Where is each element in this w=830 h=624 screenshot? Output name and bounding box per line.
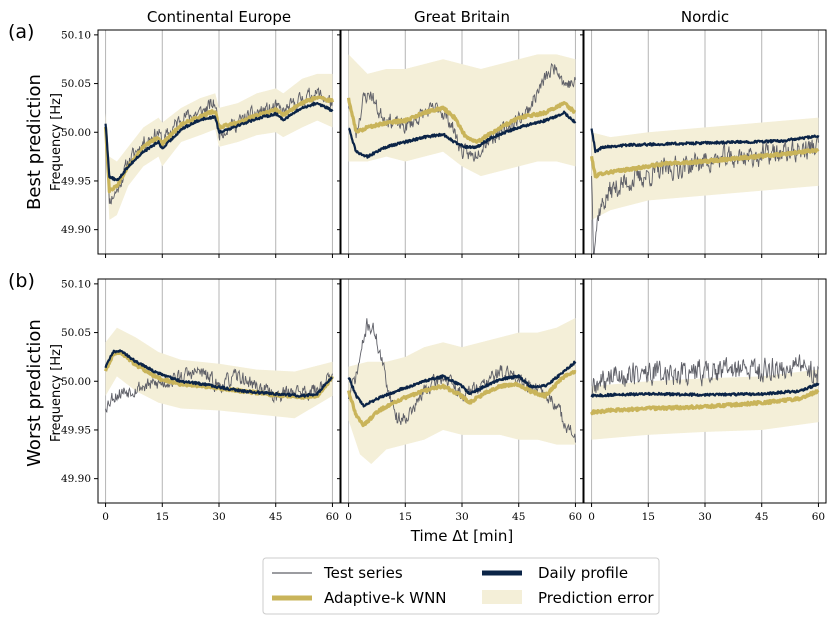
y-tick-label-1: 49.95	[61, 175, 91, 187]
adaptive-k-wnn-line	[346, 97, 577, 144]
panel-plot-area	[347, 279, 577, 503]
legend: Test series Adaptive-k WNN Daily profile…	[262, 557, 660, 615]
x-tick-label-15: 15	[399, 511, 412, 523]
y-tick-label-2: 50.00	[61, 376, 91, 388]
panel-1-1: 0 15 30 45 60	[337, 278, 584, 523]
legend-label-test: Test series	[323, 564, 403, 582]
panel-1-0: 0 15 30 45 60 49.90 49.95 50.00 50.05 50.10	[61, 278, 341, 523]
panel-1-2: 0 15 30 45 60	[580, 278, 827, 523]
adaptive-k-wnn-line	[347, 369, 577, 428]
panel-0-0: 49.90 49.95 50.00 50.05 50.10	[61, 29, 341, 258]
panel-label-b: (b)	[8, 270, 35, 292]
legend-label-daily: Daily profile	[538, 564, 628, 582]
x-tick-label-0: 0	[345, 511, 352, 523]
col-title-2: Nordic	[681, 8, 729, 26]
adaptive-k-wnn-line	[589, 147, 820, 179]
col-title-0: Continental Europe	[147, 8, 291, 26]
x-tick-label-45: 45	[755, 511, 768, 523]
x-tick-label-60: 60	[812, 511, 825, 523]
legend-label-error: Prediction error	[538, 589, 654, 607]
panel-plot-area	[103, 30, 334, 254]
x-tick-label-30: 30	[455, 511, 468, 523]
y-tick-label-4: 50.10	[61, 278, 91, 290]
y-tick-label-1: 49.95	[61, 424, 91, 436]
adaptive-k-wnn-line	[590, 388, 820, 416]
panel-plot-area	[104, 279, 334, 503]
x-tick-label-15: 15	[642, 511, 655, 523]
test-series-line	[591, 354, 819, 397]
x-tick-label-0: 0	[102, 511, 109, 523]
x-axis-label: Time Δt [min]	[410, 527, 513, 545]
test-series-line	[348, 62, 576, 162]
x-tick-label-60: 60	[326, 511, 339, 523]
x-tick-label-45: 45	[512, 511, 525, 523]
daily-profile-line	[348, 110, 577, 159]
y-tick-label-0: 49.90	[61, 473, 91, 485]
y-tick-label-3: 50.05	[61, 78, 91, 90]
adaptive-k-wnn-line	[103, 95, 334, 194]
x-tick-label-0: 0	[588, 511, 595, 523]
x-tick-label-15: 15	[156, 511, 169, 523]
x-tick-label-30: 30	[212, 511, 225, 523]
panel-label-a: (a)	[8, 21, 34, 43]
prediction-error-band	[348, 317, 576, 465]
daily-profile-line	[590, 382, 820, 398]
daily-profile-line	[104, 349, 333, 398]
panel-0-2	[580, 29, 827, 258]
daily-profile-line	[590, 128, 820, 154]
ylabel-top: Frequency [Hz]	[49, 93, 64, 191]
y-tick-label-4: 50.10	[61, 29, 91, 41]
col-title-1: Great Britain	[414, 8, 510, 26]
y-tick-label-3: 50.05	[61, 327, 91, 339]
x-tick-label-45: 45	[269, 511, 282, 523]
x-tick-label-30: 30	[698, 511, 711, 523]
y-tick-label-2: 50.00	[61, 127, 91, 139]
row-title-worst: Worst prediction	[24, 319, 45, 467]
panel-plot-area	[589, 30, 820, 254]
daily-profile-line	[104, 101, 334, 182]
legend-frame	[262, 557, 660, 615]
daily-profile-line	[347, 360, 577, 408]
y-tick-label-0: 49.90	[61, 224, 91, 236]
prediction-error-band	[348, 54, 576, 177]
panel-plot-area	[590, 279, 820, 503]
x-tick-label-60: 60	[569, 511, 582, 523]
legend-label-wnn: Adaptive-k WNN	[324, 589, 447, 607]
panel-plot-area	[346, 30, 577, 254]
ylabel-bottom: Frequency [Hz]	[49, 344, 64, 442]
row-title-best: Best prediction	[24, 74, 45, 210]
legend-swatch-error	[482, 590, 522, 604]
panel-0-1	[337, 29, 584, 258]
